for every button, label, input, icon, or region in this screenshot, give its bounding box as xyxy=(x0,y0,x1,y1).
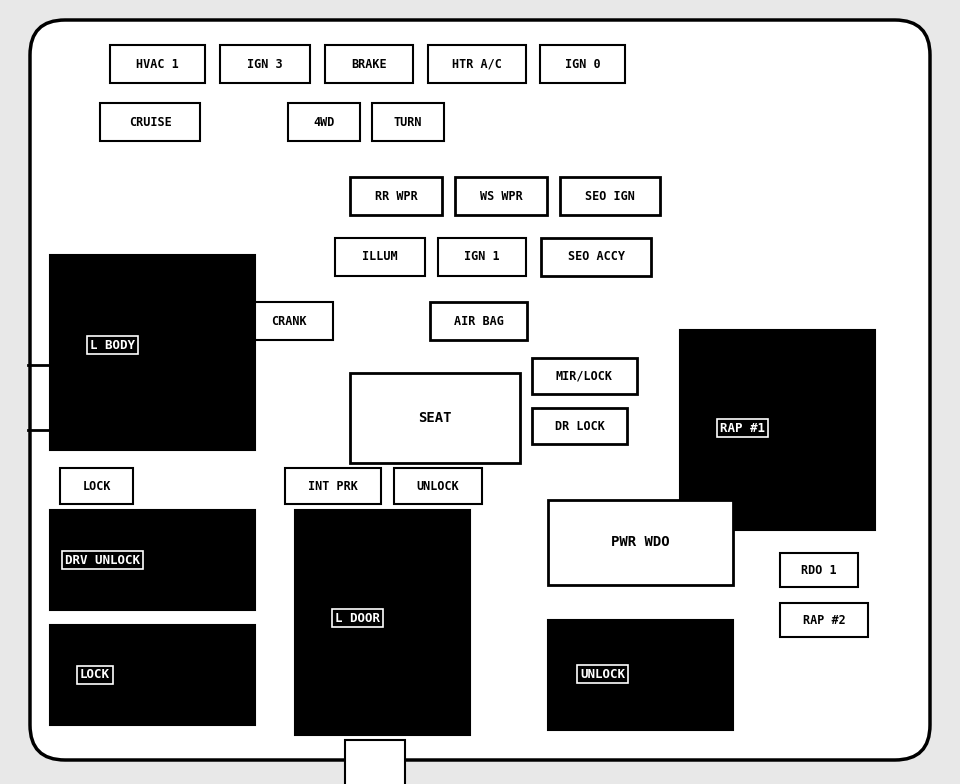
Bar xyxy=(394,468,482,504)
Bar xyxy=(295,510,470,735)
Text: HTR A/C: HTR A/C xyxy=(452,57,502,71)
Text: MIR/LOCK: MIR/LOCK xyxy=(556,369,613,383)
Text: SEAT: SEAT xyxy=(419,411,452,425)
Text: WS WPR: WS WPR xyxy=(480,190,522,202)
Bar xyxy=(110,45,205,83)
Text: CRUISE: CRUISE xyxy=(129,115,172,129)
Bar xyxy=(532,408,627,444)
Bar xyxy=(50,625,255,725)
Text: BRAKE: BRAKE xyxy=(351,57,387,71)
Bar xyxy=(285,468,381,504)
Text: CRANK: CRANK xyxy=(271,314,307,328)
Text: TURN: TURN xyxy=(394,115,422,129)
Bar xyxy=(60,468,133,504)
Text: UNLOCK: UNLOCK xyxy=(417,480,460,492)
Bar xyxy=(100,103,200,141)
Bar xyxy=(532,358,637,394)
Bar xyxy=(245,302,333,340)
Bar xyxy=(325,45,413,83)
Text: RDO 1: RDO 1 xyxy=(802,564,837,576)
Text: RR WPR: RR WPR xyxy=(374,190,418,202)
Text: L BODY: L BODY xyxy=(90,339,135,351)
Text: RAP #2: RAP #2 xyxy=(803,614,846,626)
Text: DR LOCK: DR LOCK xyxy=(555,419,605,433)
Bar xyxy=(428,45,526,83)
Bar xyxy=(455,177,547,215)
Bar xyxy=(350,177,442,215)
Text: RAP #1: RAP #1 xyxy=(720,422,765,434)
Text: PWR WDO: PWR WDO xyxy=(612,535,670,550)
Text: ILLUM: ILLUM xyxy=(362,251,397,263)
Text: AIR BAG: AIR BAG xyxy=(453,314,503,328)
Bar xyxy=(541,238,651,276)
Bar xyxy=(50,255,255,450)
Text: LOCK: LOCK xyxy=(83,480,110,492)
Bar xyxy=(780,603,868,637)
Bar xyxy=(540,45,625,83)
Text: IGN 1: IGN 1 xyxy=(465,251,500,263)
Bar xyxy=(350,373,520,463)
Bar xyxy=(345,740,405,784)
Text: INT PRK: INT PRK xyxy=(308,480,358,492)
Text: L DOOR: L DOOR xyxy=(335,612,380,625)
Bar xyxy=(335,238,425,276)
FancyBboxPatch shape xyxy=(30,20,930,760)
Bar xyxy=(50,510,255,610)
Text: SEO IGN: SEO IGN xyxy=(585,190,635,202)
Text: IGN 3: IGN 3 xyxy=(247,57,283,71)
Bar xyxy=(548,620,733,730)
Bar xyxy=(220,45,310,83)
Text: SEO ACCY: SEO ACCY xyxy=(567,251,625,263)
Text: DRV UNLOCK: DRV UNLOCK xyxy=(65,554,140,567)
Text: UNLOCK: UNLOCK xyxy=(580,667,625,681)
Bar xyxy=(780,553,858,587)
Bar xyxy=(548,500,733,585)
Text: 4WD: 4WD xyxy=(313,115,335,129)
Bar xyxy=(560,177,660,215)
Text: IGN 0: IGN 0 xyxy=(564,57,600,71)
Bar xyxy=(430,302,527,340)
Text: LOCK: LOCK xyxy=(80,669,110,681)
Bar xyxy=(680,330,875,530)
Bar xyxy=(288,103,360,141)
Bar xyxy=(438,238,526,276)
Bar xyxy=(372,103,444,141)
Text: HVAC 1: HVAC 1 xyxy=(136,57,179,71)
